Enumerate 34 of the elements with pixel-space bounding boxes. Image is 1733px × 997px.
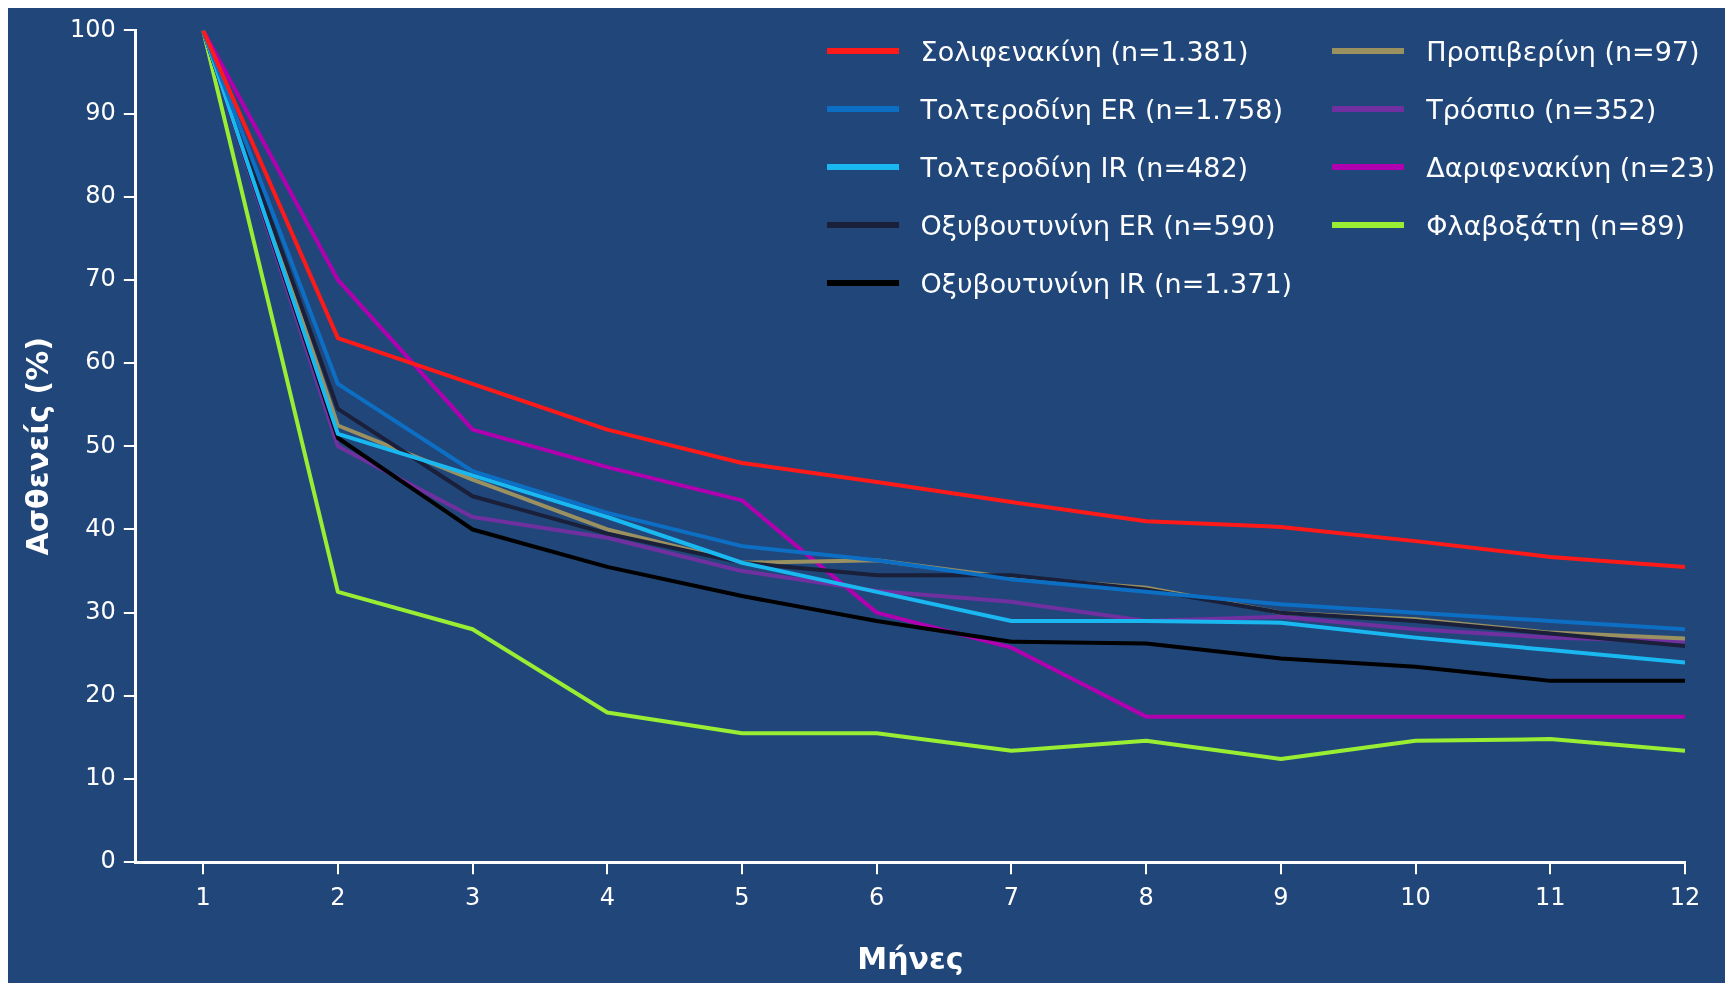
y-tick-label: 100 xyxy=(70,14,116,43)
y-tick-label: 0 xyxy=(100,846,116,875)
x-tick-label: 5 xyxy=(734,882,750,911)
y-tick-label: 60 xyxy=(85,347,116,376)
x-tick-label: 7 xyxy=(1003,882,1020,911)
x-tick-label: 6 xyxy=(869,882,885,911)
y-tick-label: 30 xyxy=(85,596,116,625)
y-tick-label: 70 xyxy=(85,264,116,293)
y-tick-label: 90 xyxy=(85,97,116,126)
x-tick-label: 1 xyxy=(195,882,211,911)
x-tick-label: 12 xyxy=(1669,882,1701,911)
x-tick-label: 3 xyxy=(464,882,481,911)
y-tick-label: 40 xyxy=(85,513,116,542)
x-tick-label: 11 xyxy=(1535,882,1566,911)
x-tick-label: 8 xyxy=(1138,882,1154,911)
y-tick-label: 80 xyxy=(85,180,116,209)
x-tick-label: 4 xyxy=(599,882,615,911)
y-tick-label: 20 xyxy=(85,680,116,709)
legend-label: Σολιφενακίνη (n=1.381) xyxy=(920,35,1249,67)
y-tick-label: 10 xyxy=(85,763,116,792)
y-tick-label: 50 xyxy=(85,430,116,459)
y-axis-title: Ασθενείς (%) xyxy=(19,337,55,556)
x-tick-label: 2 xyxy=(330,882,346,911)
legend-label: Τρόσπιο (n=352) xyxy=(1426,93,1657,125)
legend-label: Προπιβερίνη (n=97) xyxy=(1426,35,1700,67)
x-tick-label: 10 xyxy=(1400,882,1431,911)
legend-label: Τολτεροδίνη IR (n=482) xyxy=(920,151,1249,183)
legend-label: Οξυβουτυνίνη IR (n=1.371) xyxy=(920,267,1293,299)
legend-label: Φλαβοξάτη (n=89) xyxy=(1426,209,1685,241)
legend-label: Τολτεροδίνη ER (n=1.758) xyxy=(920,93,1284,125)
x-tick-label: 9 xyxy=(1273,882,1289,911)
legend-label: Οξυβουτυνίνη ER (n=590) xyxy=(920,209,1276,241)
legend-label: Δαριφενακίνη (n=23) xyxy=(1426,151,1715,183)
x-axis-title: Μήνες xyxy=(857,940,964,976)
